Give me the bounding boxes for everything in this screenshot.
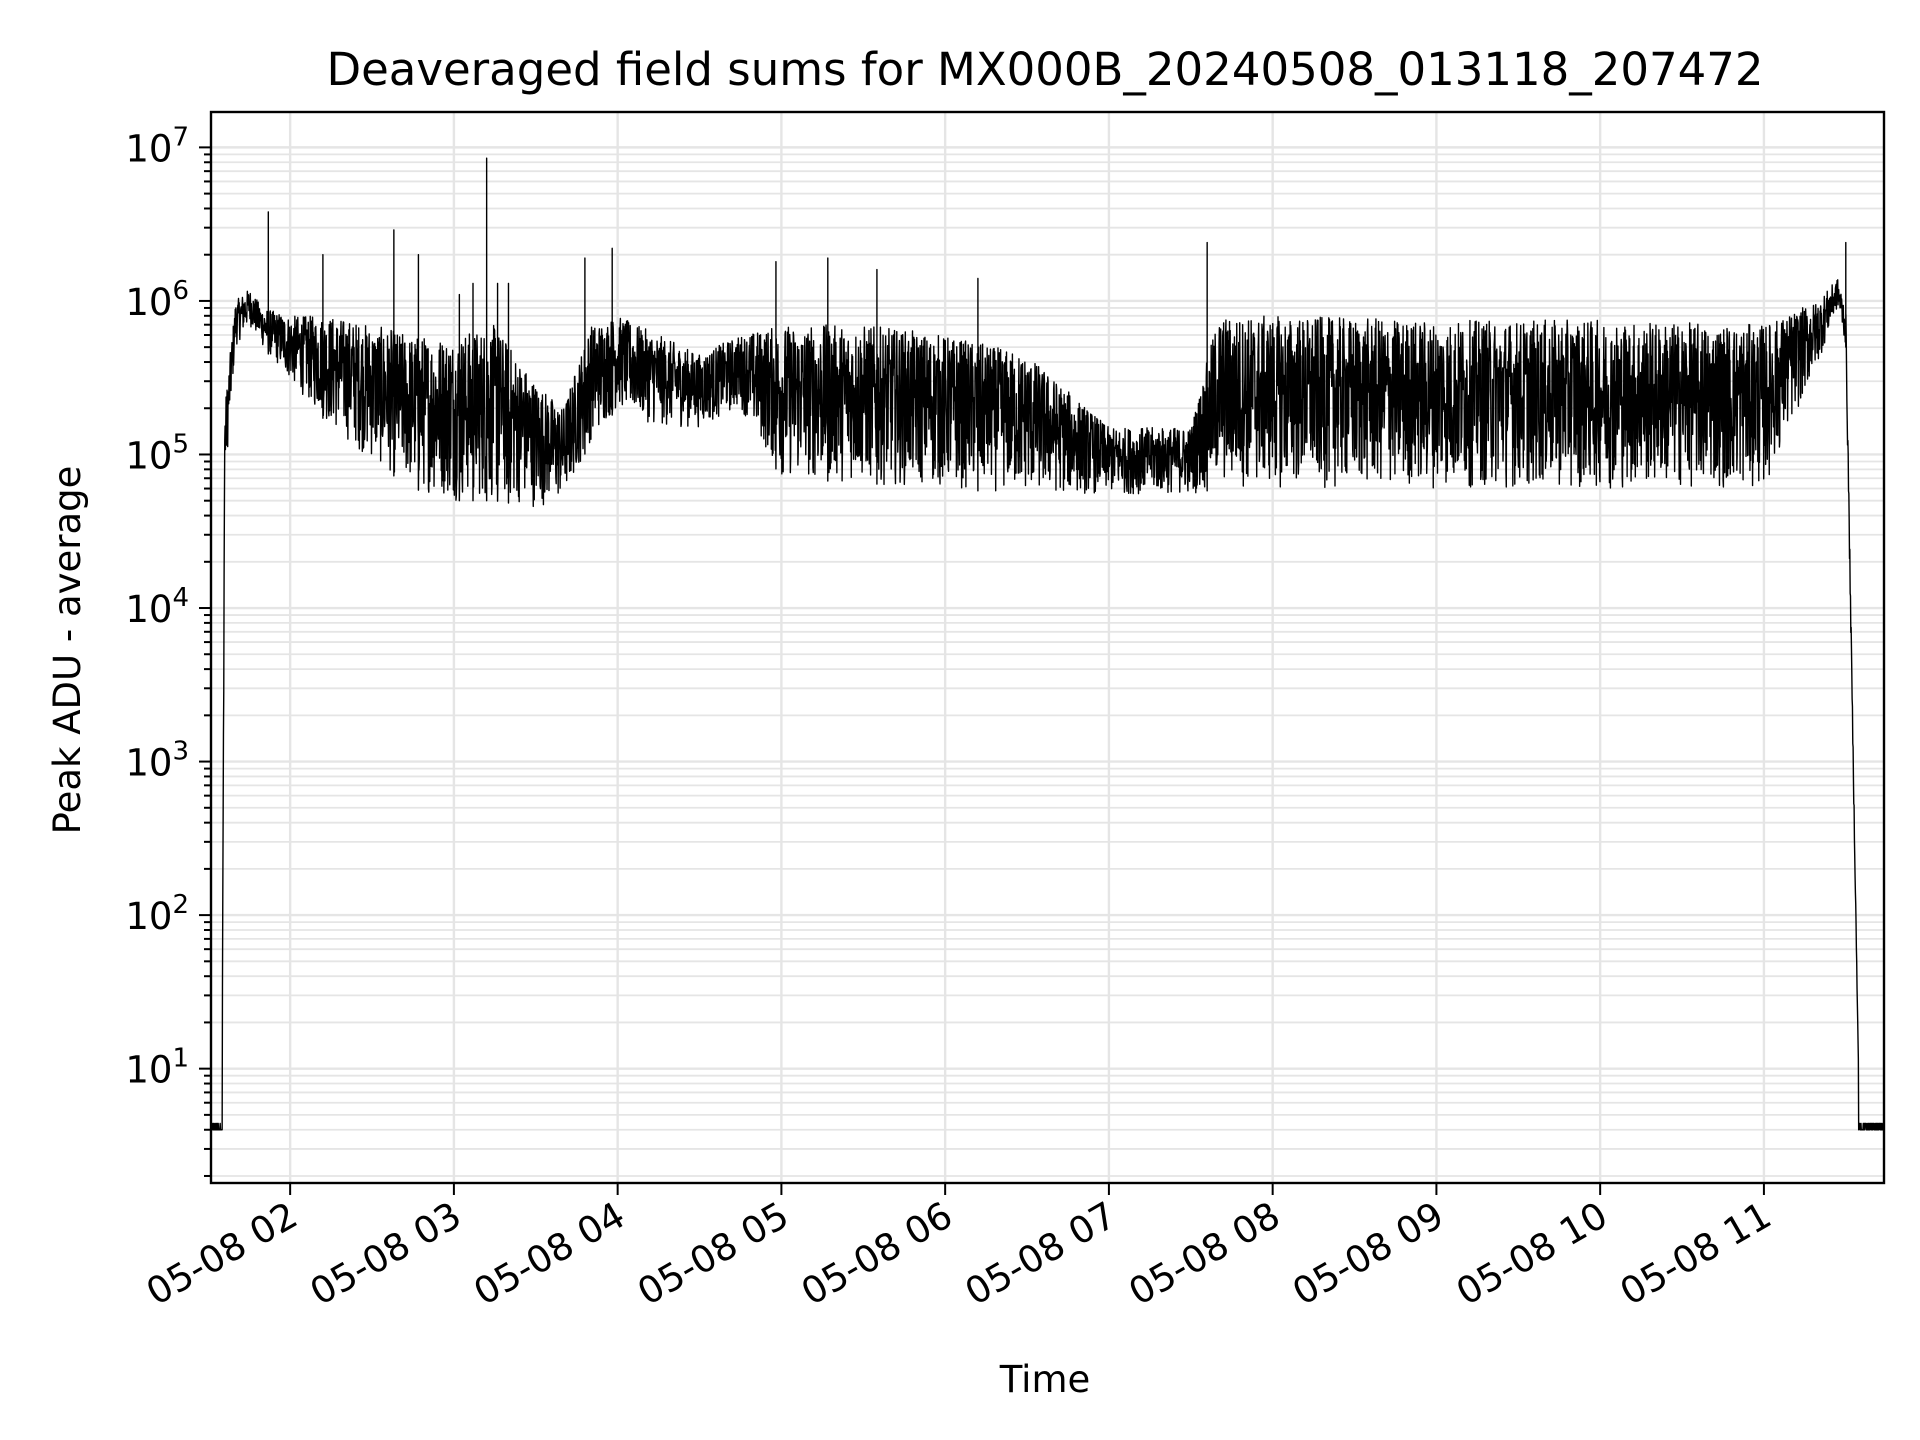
y-tick-label: 104 [125, 583, 189, 631]
grid-lines [211, 112, 1884, 1183]
plot-area [210, 157, 1885, 1131]
series-line [210, 157, 1885, 1131]
y-tick-label: 105 [125, 429, 189, 477]
y-axis-label: Peak ADU - average [46, 466, 89, 835]
y-tick-label: 106 [125, 276, 189, 324]
y-tick-label: 107 [125, 122, 189, 170]
y-tick-label: 102 [125, 890, 189, 938]
chart-title: Deaveraged field sums for MX000B_2024050… [326, 43, 1763, 96]
x-axis-label: Time [999, 1358, 1091, 1401]
plot-frame [209, 110, 1886, 1185]
y-tick-label: 103 [125, 737, 189, 785]
y-tick-label: 101 [125, 1044, 189, 1092]
